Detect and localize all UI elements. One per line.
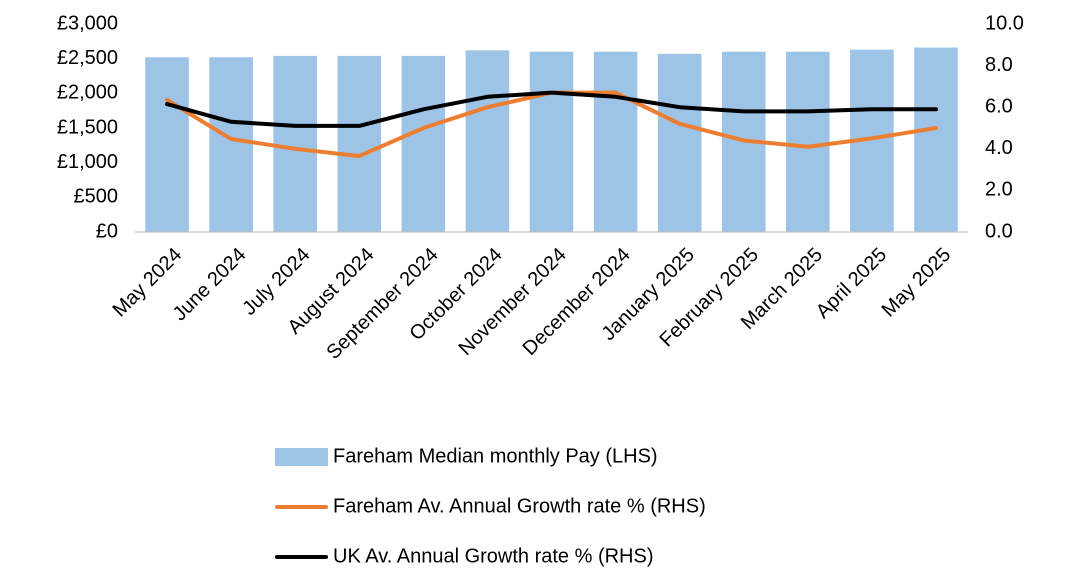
y-tick-label: £2,500 [57,47,118,69]
legend-label: UK Av. Annual Growth rate % (RHS) [333,545,654,567]
bar [337,55,382,232]
y-tick-label: £1,000 [57,151,118,173]
y2-tick-label: 10.0 [985,12,1024,34]
bar [145,57,189,232]
y2-tick-label: 2.0 [985,179,1013,201]
bar [914,47,958,232]
y-tick-label: £1,500 [57,116,118,138]
line [165,90,938,128]
y2-tick-label: 6.0 [985,95,1013,117]
legend-label: Fareham Av. Annual Growth rate % (RHS) [333,495,706,517]
bar [593,51,638,232]
y-tick-label: £2,000 [57,82,118,104]
x-tick-label: May 2025 [878,244,956,322]
bar [529,51,574,232]
bar [786,51,830,232]
x-tick-label: September 2024 [322,244,442,364]
bar [209,57,253,232]
bar [465,50,510,233]
x-tick-label: December 2024 [519,244,635,360]
bar [273,55,317,232]
y-tick-label: £500 [74,186,119,208]
x-tick-label: April 2025 [812,244,891,323]
bar [657,53,702,233]
y2-tick-label: 0.0 [985,220,1013,242]
y2-tick-label: 4.0 [985,137,1013,159]
bar [401,55,446,232]
y-tick-label: £3,000 [57,12,118,34]
legend-swatch [275,448,328,466]
y-tick-label: £0 [96,220,118,242]
x-tick-label: November 2024 [455,244,571,360]
legend-label: Fareham Median monthly Pay (LHS) [333,445,658,467]
y2-tick-label: 8.0 [985,54,1013,76]
